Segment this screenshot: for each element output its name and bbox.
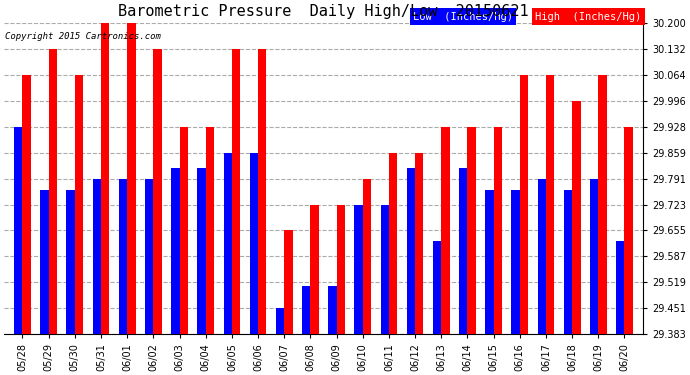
Bar xyxy=(66,190,75,334)
Text: High  (Inches/Hg): High (Inches/Hg) xyxy=(535,12,642,21)
Text: Copyright 2015 Cartronics.com: Copyright 2015 Cartronics.com xyxy=(6,32,161,41)
Bar xyxy=(49,49,57,334)
Bar xyxy=(171,168,179,334)
Bar xyxy=(302,285,311,334)
Bar xyxy=(546,75,554,334)
Bar xyxy=(101,23,110,334)
Text: Low  (Inches/Hg): Low (Inches/Hg) xyxy=(413,12,513,21)
Bar xyxy=(538,178,546,334)
Bar xyxy=(14,126,23,334)
Bar xyxy=(284,230,293,334)
Bar xyxy=(179,126,188,334)
Bar xyxy=(415,153,424,334)
Bar xyxy=(598,75,607,334)
Bar xyxy=(232,49,240,334)
Bar xyxy=(206,126,214,334)
Bar xyxy=(224,153,232,334)
Title: Barometric Pressure  Daily High/Low  20150621: Barometric Pressure Daily High/Low 20150… xyxy=(118,4,529,19)
Bar xyxy=(337,204,345,334)
Bar xyxy=(258,49,266,334)
Bar xyxy=(389,153,397,334)
Bar xyxy=(40,190,49,334)
Bar xyxy=(92,178,101,334)
Bar xyxy=(328,285,337,334)
Bar xyxy=(442,126,450,334)
Bar xyxy=(127,23,135,334)
Bar xyxy=(75,75,83,334)
Bar xyxy=(590,178,598,334)
Bar xyxy=(276,308,284,334)
Bar xyxy=(624,126,633,334)
Bar xyxy=(564,190,572,334)
Bar xyxy=(511,190,520,334)
Bar xyxy=(467,126,476,334)
Bar xyxy=(250,153,258,334)
Bar xyxy=(485,190,493,334)
Bar xyxy=(153,49,161,334)
Bar xyxy=(145,178,153,334)
Bar xyxy=(363,178,371,334)
Bar xyxy=(433,241,442,334)
Bar xyxy=(520,75,528,334)
Bar xyxy=(119,178,127,334)
Bar xyxy=(616,241,624,334)
Bar xyxy=(381,204,389,334)
Bar xyxy=(459,168,467,334)
Bar xyxy=(310,204,319,334)
Bar xyxy=(23,75,31,334)
Bar xyxy=(493,126,502,334)
Bar xyxy=(355,204,363,334)
Bar xyxy=(406,168,415,334)
Bar xyxy=(197,168,206,334)
Bar xyxy=(572,101,580,334)
